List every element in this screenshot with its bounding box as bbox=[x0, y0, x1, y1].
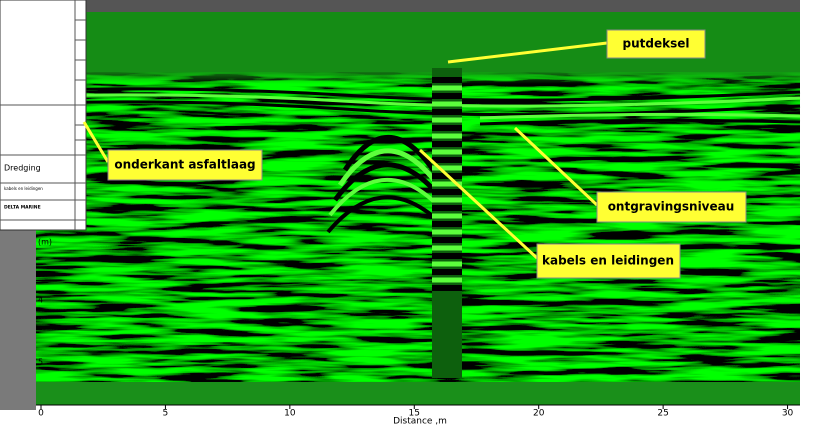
document-lines bbox=[0, 0, 86, 230]
doc-text: DELTA MARINE bbox=[4, 205, 41, 211]
document bbox=[0, 0, 87, 231]
vertical-band bbox=[432, 68, 462, 378]
callout-lines bbox=[82, 41, 608, 260]
callouts: putdeksel onderkant asfaltlaag ontgravin… bbox=[107, 29, 747, 279]
top-bar bbox=[80, 0, 800, 12]
doc-text: Dredging bbox=[4, 164, 41, 173]
reflectors bbox=[39, 87, 801, 244]
callout-text: kabels en leidingen bbox=[542, 254, 674, 268]
x-tick-label: 5 bbox=[163, 409, 169, 419]
radar-fade bbox=[36, 70, 800, 84]
y-tick-label: (m) bbox=[38, 238, 52, 247]
x-tick-label: 20 bbox=[533, 409, 545, 419]
y-tick-label: 5 bbox=[38, 358, 43, 367]
x-tick-label: 25 bbox=[657, 409, 668, 419]
x-tick-label: 0 bbox=[38, 409, 44, 419]
callout-text: putdeksel bbox=[623, 37, 690, 51]
doc-text: kabels en leidingen bbox=[4, 186, 43, 191]
y-tick-label: 4 bbox=[38, 296, 43, 305]
callout-text: onderkant asfaltlaag bbox=[114, 158, 255, 172]
callout-text: ontgravingsniveau bbox=[608, 200, 735, 214]
document-overlay: Dredging kabels en leidingen DELTA MARIN… bbox=[0, 0, 87, 231]
x-axis-label: Distance ,m bbox=[393, 417, 447, 427]
x-tick-label: 15 bbox=[409, 409, 420, 419]
radar-bottom bbox=[36, 382, 800, 405]
x-tick-label: 30 bbox=[782, 409, 794, 419]
radar-texture bbox=[36, 72, 800, 382]
x-axis: 0 5 10 15 20 25 30 bbox=[36, 404, 800, 419]
x-tick-label: 10 bbox=[284, 409, 296, 419]
y-axis: (m) 4 5 bbox=[38, 238, 52, 367]
